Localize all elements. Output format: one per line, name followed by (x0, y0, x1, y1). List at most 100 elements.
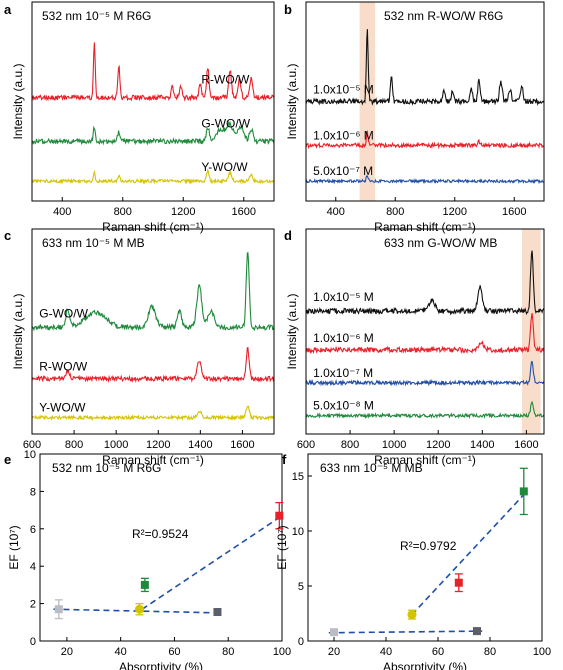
panel-f: f 20 40 60 80 100 0 5 10 15 Absorptivity (%) EF (10… (275, 452, 551, 670)
data-point (275, 511, 284, 520)
panel-title: 633 nm 10⁻⁵ M MB (42, 236, 145, 250)
series-label: 1.0x10⁻⁶ M (313, 331, 374, 345)
fit-line (141, 515, 283, 610)
series-label: R-WO/W (201, 73, 250, 87)
panel-a: a R-WO/W G-WO/W Y-WO/W 400 800 1200 1600 Raman s… (4, 1, 275, 234)
data-point (330, 628, 338, 637)
x-tick-label: 1200 (171, 206, 195, 218)
fit-line (411, 494, 525, 616)
panel-title: 633 nm G-WO/W MB (384, 236, 497, 250)
highlight-band (359, 2, 376, 201)
series-label: Y-WO/W (39, 401, 86, 415)
series-label: 1.0x10⁻⁶ M (313, 128, 374, 142)
plot-frame (31, 228, 275, 435)
x-axis-label: Raman shift (cm⁻¹) (374, 220, 476, 234)
x-tick-label: 100 (533, 646, 551, 658)
series-label: 5.0x10⁻⁷ M (313, 164, 373, 178)
data-point (140, 580, 149, 589)
x-tick-label: 80 (222, 646, 234, 658)
x-tick-label: 60 (168, 646, 180, 658)
panel-e: e 20 40 60 80 100 0 2 4 6 8 10 Absorptivity (%) EF (1… (4, 449, 291, 670)
data-point (134, 604, 144, 614)
y-tick-label: 0 (298, 636, 304, 648)
series-line (31, 405, 275, 422)
y-tick-label: 15 (292, 471, 304, 483)
series-label: 1.0x10⁻⁷ M (313, 366, 373, 380)
x-tick-label: 1400 (188, 439, 212, 451)
y-axis-label: Intensity (a.u.) (11, 293, 25, 369)
y-tick-label: 6 (30, 524, 36, 536)
y-axis-label: EF (10⁷) (275, 525, 289, 569)
x-tick-label: 40 (115, 646, 127, 658)
x-tick-label: 1200 (426, 439, 450, 451)
x-axis-label: Absorptivity (%) (119, 660, 203, 670)
r-squared-annotation: R²=0.9524 (132, 527, 189, 541)
series-label: R-WO/W (39, 360, 88, 374)
x-tick-label: 400 (53, 206, 71, 218)
x-tick-label: 600 (297, 439, 315, 451)
panel-title: 532 nm 10⁻⁵ M R6G (42, 9, 151, 23)
plot-frame (39, 453, 283, 642)
panel-title: 633 nm 10⁻⁵ M MB (320, 461, 423, 475)
x-tick-label: 800 (386, 206, 404, 218)
panel-label: f (282, 452, 287, 467)
x-tick-label: 1600 (502, 206, 526, 218)
x-tick-label: 20 (61, 646, 73, 658)
series-line (305, 313, 545, 355)
x-axis-label: Raman shift (cm⁻¹) (374, 453, 476, 467)
data-point (473, 627, 481, 636)
data-point (54, 605, 63, 614)
data-point (213, 608, 222, 617)
series-label: 5.0x10⁻⁸ M (313, 399, 374, 413)
series-line (305, 400, 545, 420)
x-tick-label: 1200 (146, 439, 170, 451)
series-label: 1.0x10⁻⁵ M (313, 83, 374, 97)
series-label: Y-WO/W (201, 160, 248, 174)
r-squared-annotation: R²=0.9792 (400, 539, 457, 553)
y-tick-label: 0 (30, 636, 36, 648)
x-tick-label: 800 (341, 439, 359, 451)
y-tick-label: 5 (298, 581, 304, 593)
panel-b: b 1.0x10⁻⁵ M 1.0x10⁻⁶ M 5.0x10⁻⁷ M 400 800 120… (284, 1, 545, 234)
panel-label: d (284, 228, 292, 243)
panel-label: a (4, 2, 12, 17)
panel-title: 532 nm R-WO/W R6G (384, 9, 503, 23)
x-tick-label: 400 (327, 206, 345, 218)
series-line (31, 167, 275, 185)
x-tick-label: 1600 (232, 206, 256, 218)
data-point (454, 578, 463, 587)
x-tick-label: 1200 (443, 206, 467, 218)
series-line (305, 29, 545, 107)
fit-line (328, 630, 483, 634)
x-tick-label: 800 (114, 206, 132, 218)
panel-d: d 1.0x10⁻⁵ M 1.0x10⁻⁶ M 1.0x10⁻⁷ M 5.0x10⁻⁸ … (284, 228, 545, 467)
panel-label: b (284, 2, 292, 17)
series-line (31, 347, 275, 384)
x-tick-label: 1000 (382, 439, 406, 451)
y-tick-label: 8 (30, 486, 36, 498)
x-tick-label: 100 (273, 646, 291, 658)
data-point (519, 487, 528, 496)
series-line (305, 250, 545, 316)
series-label: G-WO/W (39, 306, 88, 320)
plot-frame (31, 1, 275, 202)
x-axis-label: Raman shift (cm⁻¹) (102, 453, 204, 467)
y-tick-label: 2 (30, 599, 36, 611)
x-tick-label: 800 (65, 439, 83, 451)
y-axis-label: Intensity (a.u.) (285, 293, 299, 369)
plot-frame (305, 1, 545, 202)
panel-label: e (4, 452, 11, 467)
series-line (31, 42, 275, 102)
series-label: 1.0x10⁻⁵ M (313, 290, 374, 304)
series-line (31, 120, 275, 146)
panel-c: c G-WO/W R-WO/W Y-WO/W 600 800 1000 1200 1400 160… (4, 228, 275, 467)
x-tick-label: 1600 (514, 439, 538, 451)
x-tick-label: 600 (23, 439, 41, 451)
x-tick-label: 60 (432, 646, 444, 658)
series-line (305, 175, 545, 185)
x-tick-label: 1400 (470, 439, 494, 451)
series-line (305, 360, 545, 387)
x-tick-label: 1000 (104, 439, 128, 451)
data-point (407, 610, 417, 620)
